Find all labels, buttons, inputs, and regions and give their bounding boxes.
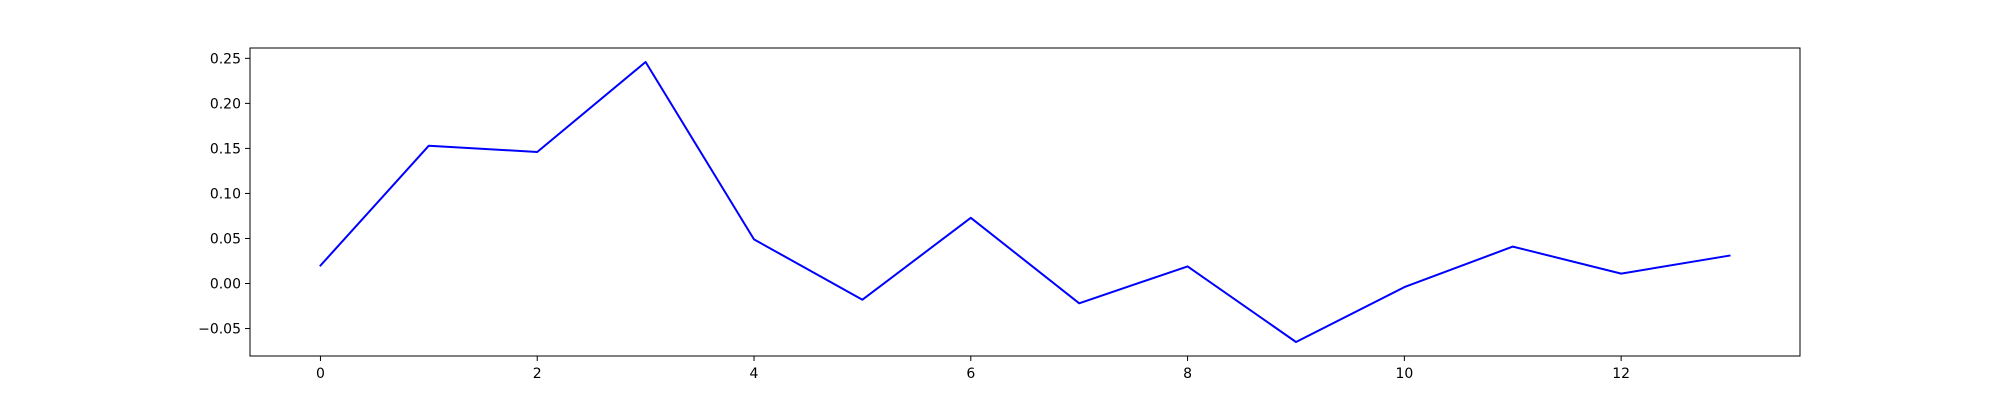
- x-tick-label: 4: [750, 366, 759, 382]
- series-layer: [319, 61, 1731, 343]
- y-tick-label: 0.25: [210, 51, 241, 67]
- y-tick-label: 0.15: [210, 141, 241, 157]
- y-tick-label: −0.05: [198, 322, 241, 338]
- y-tick-label: 0.05: [210, 231, 241, 247]
- x-tick-label: 10: [1395, 366, 1413, 382]
- x-tick-label: 12: [1612, 366, 1630, 382]
- x-tick-label: 6: [966, 366, 975, 382]
- y-tick-label: 0.10: [210, 186, 241, 202]
- plot-area-frame: [249, 47, 1801, 357]
- y-tick-label: 0.20: [210, 96, 241, 112]
- series-line: [319, 61, 1731, 343]
- x-axis: 0 2 4 6 8 10 12: [316, 356, 1630, 382]
- x-tick-label: 0: [316, 366, 325, 382]
- y-axis: −0.05 0.00 0.05 0.10 0.15 0.20 0.25: [198, 51, 250, 338]
- y-tick-label: 0.00: [210, 277, 241, 293]
- x-tick-label: 2: [533, 366, 542, 382]
- x-tick-label: 8: [1183, 366, 1192, 382]
